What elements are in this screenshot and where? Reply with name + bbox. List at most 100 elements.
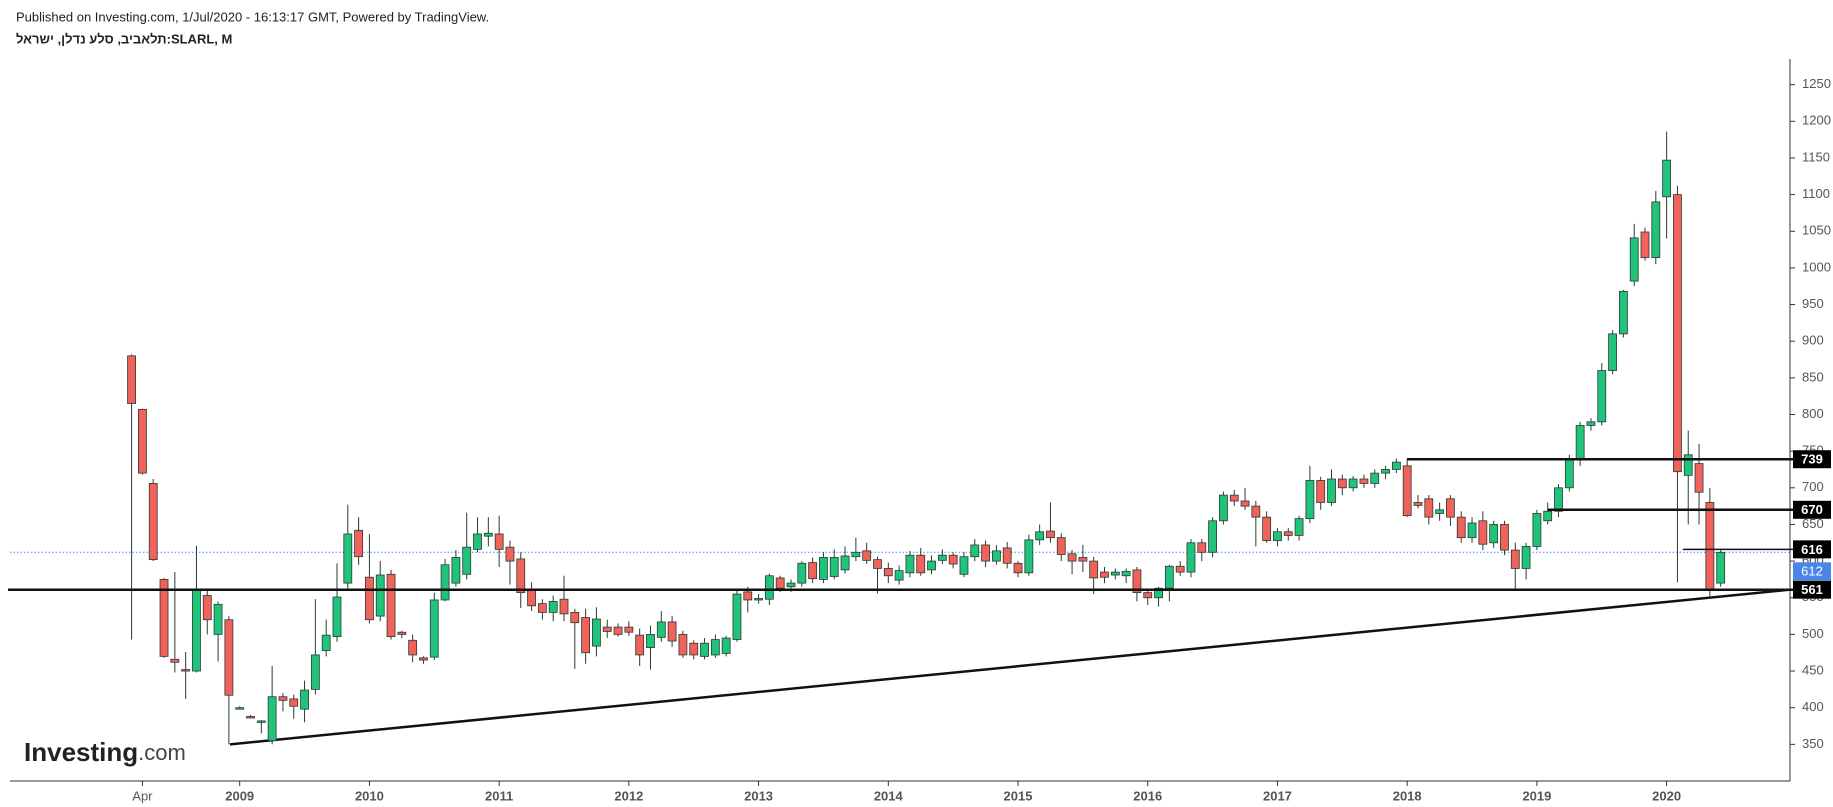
level-label: 561 [1801,582,1823,597]
y-tick-label: 800 [1802,406,1824,421]
candle-body [1348,478,1358,489]
candle-body [1651,201,1661,259]
candle-body [1478,520,1488,545]
candle-body [1056,537,1066,555]
candle-body [635,634,645,656]
candle-body [1673,194,1682,473]
candle-body [667,621,677,642]
watermark: Investing.com [24,737,186,767]
candle-body [948,554,958,565]
candle-body [365,576,374,621]
candle-body [256,720,266,723]
candle-body [181,669,191,672]
candle-body [1608,333,1617,371]
candle-body [224,619,234,696]
candle-body [559,598,569,615]
candle-body [267,696,277,742]
candle-body [829,557,839,577]
candle-body [656,621,666,638]
candle-body [786,582,796,588]
candle-body [1521,546,1531,569]
y-tick-label: 1200 [1802,113,1831,128]
candle-body [289,698,299,707]
candle-body [1035,531,1045,541]
x-tick-label: 2020 [1652,788,1681,803]
candle-body [905,554,915,574]
y-tick-label: 1250 [1802,76,1831,91]
candle-body [246,716,255,719]
candle-body [1543,510,1553,522]
x-tick-label: 2018 [1393,788,1422,803]
candle-body [1640,231,1650,259]
candle-body [851,551,861,558]
level-tag [1793,450,1831,469]
y-tick-label: 900 [1802,333,1824,348]
x-tick-label: 2012 [614,788,643,803]
y-tick-label: 850 [1802,369,1824,384]
candle-body [483,532,493,537]
candle-body [202,595,212,621]
x-tick-label: 2013 [744,788,773,803]
candle-body [1629,237,1639,282]
candle-body [1013,562,1023,574]
candle-body [527,589,536,607]
candle-body [1283,531,1293,536]
candle-body [408,639,418,656]
candle-body [235,707,245,710]
candle-body [127,355,136,404]
watermark-suffix: .com [138,740,186,765]
candle-body [1164,565,1174,589]
candle-body [1175,565,1185,573]
level-tag [1793,500,1831,519]
candle-body [1370,472,1380,484]
candle-body [1251,505,1261,518]
candle-body [624,626,634,633]
candle-body [916,554,926,574]
candle-body [1089,560,1099,579]
candle-body [1294,518,1304,536]
x-tick-label: 2017 [1263,788,1292,803]
y-tick-label: 1150 [1802,149,1830,164]
candle-body [537,603,547,613]
candle-body [1229,494,1239,502]
candle-body [743,591,753,601]
candle-body [754,598,763,601]
candle-body [1024,539,1034,574]
level-tag [1793,540,1831,559]
candle-body [159,579,169,657]
candle-body [1121,570,1131,577]
candle-body [927,560,936,571]
candle-body [473,533,482,550]
candle-body [1197,542,1207,553]
candle-body [300,689,309,710]
candle-body [775,577,785,589]
candle-body [570,612,580,624]
candle-body [808,562,818,580]
y-tick-label: 450 [1802,662,1824,677]
watermark-brand: Investing.com [24,737,186,767]
candle-body [429,599,439,658]
candle-body [1316,480,1326,503]
candle-body [1716,551,1726,584]
y-tick-label: 1050 [1802,223,1831,238]
candle-body [462,546,472,575]
candle-body [581,617,591,654]
y-tick-label: 950 [1802,296,1824,311]
candle-body [1100,571,1109,578]
candle-body [1143,592,1153,599]
candle-body [451,557,461,584]
candle-body [1683,454,1693,476]
candle-body [937,554,947,561]
candle-body [1510,549,1520,569]
x-tick-label: Apr [132,788,153,803]
candle-body [1413,502,1423,506]
candle-body [375,574,385,617]
candle-body [840,555,850,571]
x-tick-label: 2009 [225,788,254,803]
candle-body [1391,461,1401,470]
candle-body [1273,531,1282,541]
candle-body [992,550,1001,562]
candle-body [1132,569,1142,594]
last-price-label: 612 [1801,564,1823,579]
candle-body [1564,458,1574,489]
